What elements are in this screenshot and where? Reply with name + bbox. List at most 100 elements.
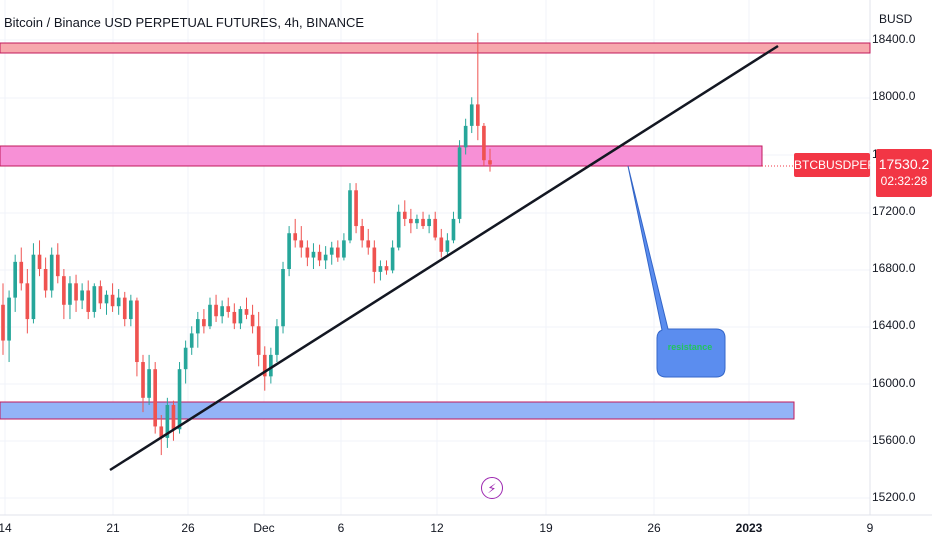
candle-up[interactable] xyxy=(281,269,285,327)
candle-down[interactable] xyxy=(317,251,322,261)
candle-down[interactable] xyxy=(299,240,304,248)
candle-down[interactable] xyxy=(141,362,145,398)
candle-up[interactable] xyxy=(92,286,97,312)
candle-down[interactable] xyxy=(335,247,340,258)
candle-down[interactable] xyxy=(475,104,480,126)
candle-up[interactable] xyxy=(275,326,279,355)
candles xyxy=(1,32,492,456)
candle-up[interactable] xyxy=(238,309,243,324)
candle-up[interactable] xyxy=(183,347,188,370)
candle-up[interactable] xyxy=(342,240,346,258)
candle-down[interactable] xyxy=(25,283,30,320)
candle-up[interactable] xyxy=(463,125,468,148)
resistance-zone-top[interactable] xyxy=(0,42,871,54)
time-tick-label: 6 xyxy=(337,521,345,535)
candle-down[interactable] xyxy=(433,218,438,238)
candle-up[interactable] xyxy=(208,304,212,327)
candle-up[interactable] xyxy=(129,300,133,320)
time-tick-label: 26 xyxy=(647,521,661,535)
candle-down[interactable] xyxy=(74,283,78,301)
candle-down[interactable] xyxy=(55,254,60,277)
candle-down[interactable] xyxy=(439,237,444,252)
candle-up[interactable] xyxy=(104,294,109,304)
candle-down[interactable] xyxy=(171,404,176,430)
candle-up[interactable] xyxy=(457,147,462,219)
time-tick-label: 2023 xyxy=(735,521,763,535)
candle-up[interactable] xyxy=(116,297,121,307)
candle-down[interactable] xyxy=(384,266,389,271)
current-price: 17530.2 xyxy=(878,156,930,172)
candle-up[interactable] xyxy=(189,333,194,348)
trendline[interactable] xyxy=(109,44,779,472)
candle-up[interactable] xyxy=(390,247,395,271)
candle-up[interactable] xyxy=(311,251,316,258)
time-tick-label: Dec xyxy=(253,521,275,535)
candle-down[interactable] xyxy=(354,190,358,227)
candle-up[interactable] xyxy=(287,233,291,269)
resistance-zone-middle[interactable] xyxy=(0,145,763,167)
candle-up[interactable] xyxy=(445,240,450,252)
candle-down[interactable] xyxy=(293,233,298,241)
candle-down[interactable] xyxy=(37,254,42,269)
candle-up[interactable] xyxy=(396,211,401,248)
candle-down[interactable] xyxy=(488,160,492,165)
candle-down[interactable] xyxy=(482,125,486,161)
candle-up[interactable] xyxy=(323,254,328,261)
candle-up[interactable] xyxy=(31,254,36,320)
candle-down[interactable] xyxy=(409,218,413,224)
candle-down[interactable] xyxy=(226,306,231,312)
candle-down[interactable] xyxy=(262,354,267,377)
candle-up[interactable] xyxy=(348,190,352,241)
candle-down[interactable] xyxy=(214,304,218,317)
candle-up[interactable] xyxy=(68,283,72,305)
candle-down[interactable] xyxy=(62,276,66,305)
price-tick-label: 17200.0 xyxy=(872,203,916,218)
callout-text: resistance xyxy=(667,342,713,352)
lightning-icon[interactable]: ⚡ xyxy=(481,477,503,499)
chart-title: Bitcoin / Binance USD PERPETUAL FUTURES,… xyxy=(4,15,365,30)
candle-up[interactable] xyxy=(427,218,431,227)
candle-down[interactable] xyxy=(159,426,164,438)
candle-down[interactable] xyxy=(19,261,24,284)
candle-down[interactable] xyxy=(402,211,407,219)
candle-up[interactable] xyxy=(415,218,419,224)
candle-down[interactable] xyxy=(256,326,261,355)
candle-up[interactable] xyxy=(378,266,383,272)
candle-up[interactable] xyxy=(220,306,224,317)
candle-down[interactable] xyxy=(250,314,255,327)
candle-down[interactable] xyxy=(110,294,115,307)
resistance-callout[interactable] xyxy=(627,165,726,378)
candle-down[interactable] xyxy=(232,311,237,324)
candle-up[interactable] xyxy=(7,297,11,341)
candle-down[interactable] xyxy=(43,269,48,291)
candle-up[interactable] xyxy=(80,290,84,301)
support-zone-bottom[interactable] xyxy=(0,401,795,420)
candle-down[interactable] xyxy=(366,240,371,248)
candle-down[interactable] xyxy=(86,290,91,312)
candle-up[interactable] xyxy=(177,369,182,430)
candle-up[interactable] xyxy=(147,369,151,398)
candle-down[interactable] xyxy=(1,304,5,341)
candle-down[interactable] xyxy=(202,319,206,327)
candle-up[interactable] xyxy=(165,404,170,438)
candle-down[interactable] xyxy=(153,369,158,427)
candle-up[interactable] xyxy=(13,261,18,298)
candle-up[interactable] xyxy=(451,218,456,241)
horizontal-gridlines xyxy=(0,39,870,499)
candle-down[interactable] xyxy=(122,297,127,320)
currency-label: BUSD xyxy=(879,12,913,26)
price-tick-label: 15600.0 xyxy=(872,432,916,447)
candle-up[interactable] xyxy=(469,104,474,126)
candle-up[interactable] xyxy=(49,254,54,291)
candle-down[interactable] xyxy=(360,226,364,241)
candle-down[interactable] xyxy=(244,309,249,315)
candle-down[interactable] xyxy=(98,286,103,304)
candle-up[interactable] xyxy=(329,247,334,255)
candle-down[interactable] xyxy=(372,247,377,272)
candle-down[interactable] xyxy=(305,247,310,258)
candle-up[interactable] xyxy=(195,319,200,334)
candle-down[interactable] xyxy=(135,300,139,363)
candle-up[interactable] xyxy=(269,354,273,377)
candle-down[interactable] xyxy=(421,218,425,227)
